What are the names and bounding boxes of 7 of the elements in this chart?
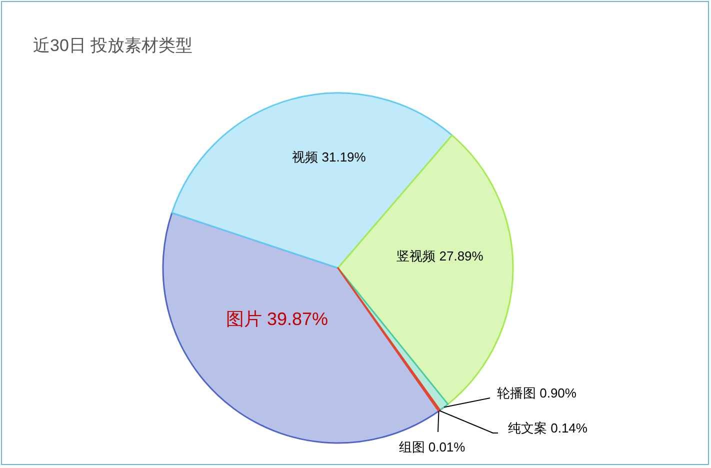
slice-label: 轮播图 0.90% [497,386,577,400]
slice-label: 视频 31.19% [292,150,366,164]
slice-label: 组图 0.01% [398,440,466,454]
slice-label: 图片 39.87% [226,309,328,329]
slice-label: 纯文案 0.14% [508,420,588,436]
slice-label: 竖视频 27.89% [396,248,484,264]
chart-title: 近30日 投放素材类型 [33,36,193,55]
